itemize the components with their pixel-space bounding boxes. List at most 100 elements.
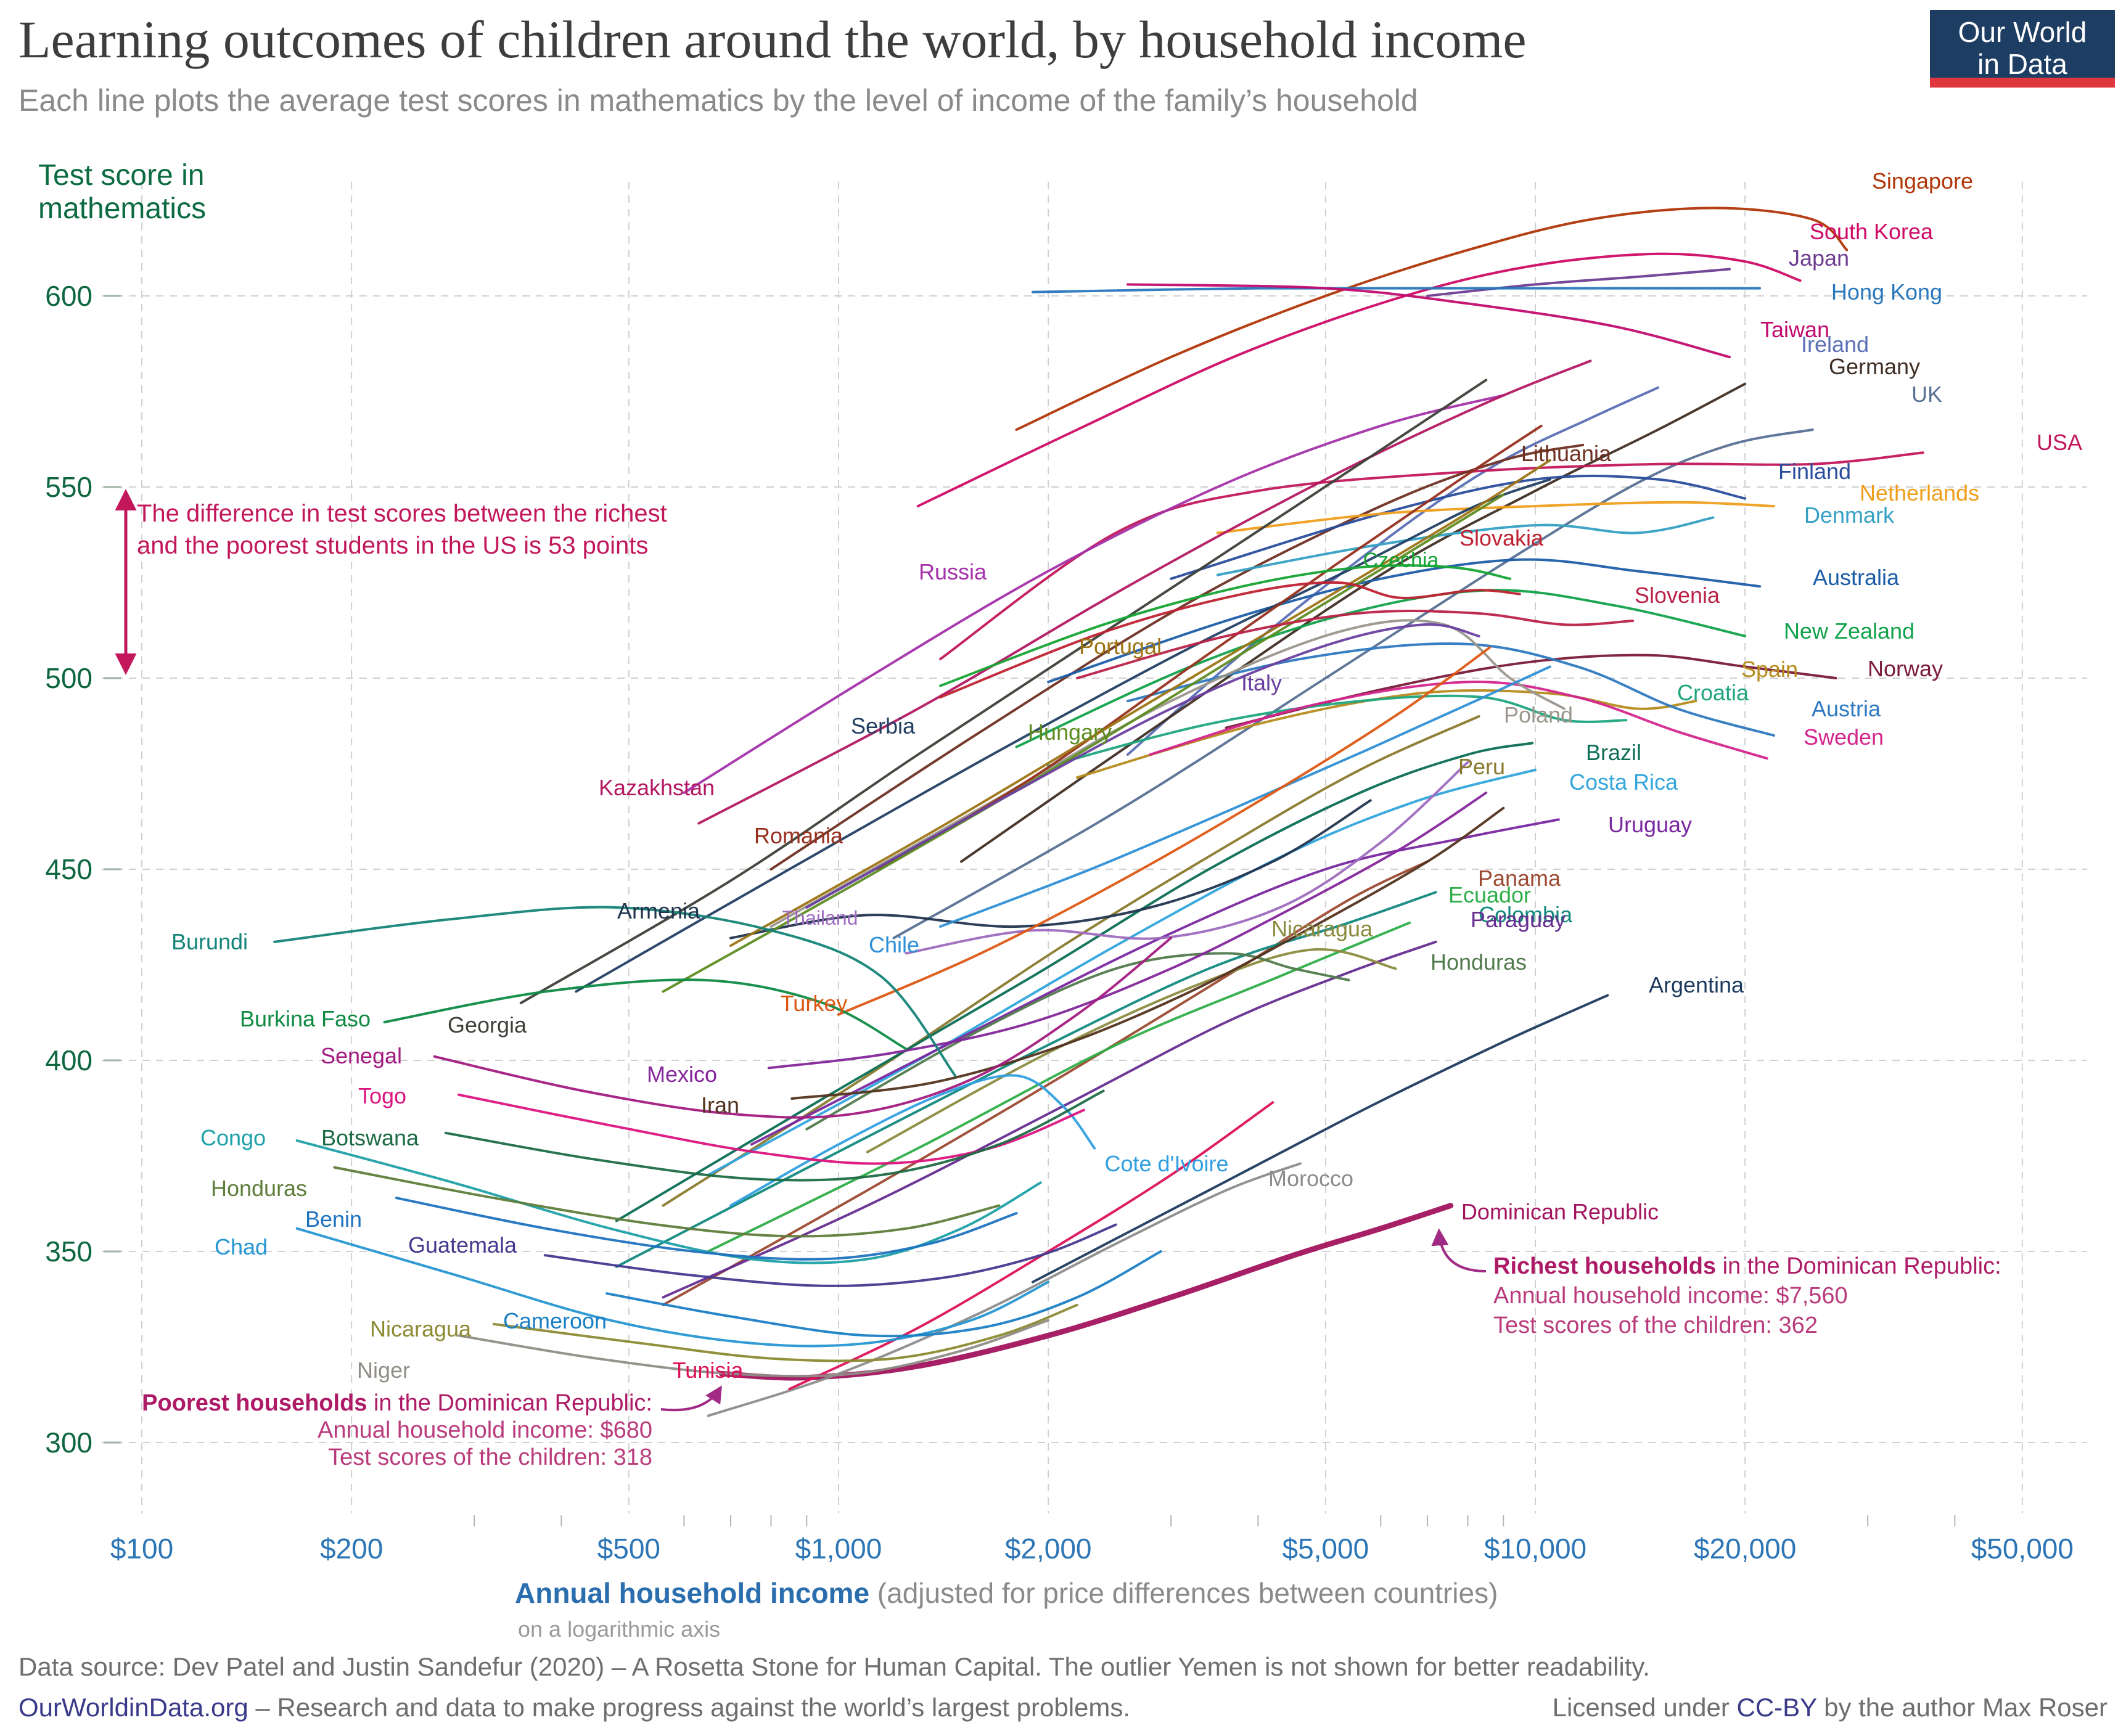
country-label-dominican-republic: Dominican Republic <box>1461 1199 1659 1224</box>
country-line-hong-kong <box>1031 287 1762 293</box>
country-line-denmark <box>1216 516 1715 576</box>
country-line-georgia <box>519 379 1488 1004</box>
country-label-mexico: Mexico <box>647 1062 717 1087</box>
footer-source: Data source: Dev Patel and Justin Sandef… <box>18 1652 1650 1681</box>
license-prefix: Licensed under <box>1552 1693 1737 1722</box>
country-label-honduras-2: Honduras <box>1430 949 1527 975</box>
country-label-burundi: Burundi <box>171 929 248 954</box>
country-line-costa-rica <box>707 768 1537 1176</box>
country-line-serbia <box>575 478 1551 993</box>
country-label-burkina-faso: Burkina Faso <box>240 1006 371 1031</box>
country-line-uk <box>892 428 1814 940</box>
country-label-portugal: Portugal <box>1079 634 1162 659</box>
country-label-slovakia: Slovakia <box>1459 525 1544 551</box>
y-axis-title-line2: mathematics <box>38 192 206 225</box>
country-line-nicaragua-2 <box>866 948 1397 1153</box>
country-line-argentina <box>1031 994 1609 1284</box>
country-label-uk: UK <box>1911 382 1942 407</box>
country-label-taiwan: Taiwan <box>1760 317 1829 342</box>
country-line-turkey <box>837 646 1491 1016</box>
x-tick-label-100: $100 <box>110 1533 173 1565</box>
country-line-usa <box>939 451 1924 660</box>
us-gap-text-line1: The difference in test scores between th… <box>137 500 667 527</box>
country-line-benin <box>395 1197 1018 1261</box>
country-line-tunisia <box>788 1101 1274 1391</box>
page-title: Learning outcomes of children around the… <box>18 10 1527 69</box>
country-line-iran <box>790 806 1505 1100</box>
country-label-nicaragua-2: Nicaragua <box>1271 916 1373 941</box>
country-line-slovenia <box>1075 610 1635 679</box>
country-label-georgia: Georgia <box>448 1012 527 1038</box>
y-tick-label-600: 600 <box>45 280 92 312</box>
country-line-armenia <box>729 799 1372 940</box>
x-tick-label-500: $500 <box>597 1533 660 1565</box>
country-label-chile: Chile <box>869 932 919 957</box>
country-line-poland <box>770 619 1566 928</box>
country-line-chad <box>295 1227 1050 1348</box>
logo-red-bar <box>1930 78 2115 88</box>
country-label-australia: Australia <box>1813 565 1900 590</box>
poorest-text-line2: Test scores of the children: 318 <box>328 1444 652 1470</box>
poorest-text-line1: Annual household income: $680 <box>318 1417 652 1443</box>
country-line-russia <box>683 394 1505 794</box>
y-axis-title-line1: Test score in <box>38 159 204 192</box>
x-tick-label-10000: $10,000 <box>1484 1533 1586 1565</box>
country-line-cameroon <box>605 1250 1162 1338</box>
x-tick-label-2000: $2,000 <box>1005 1533 1092 1565</box>
axes: 300 350 400 450 500 550 600 $100 $200 $500 $1,000 $… <box>45 280 2074 1642</box>
country-line-slovakia <box>939 581 1521 698</box>
ccby-link[interactable]: CC-BY <box>1736 1693 1817 1722</box>
country-label-panama: Panama <box>1478 866 1561 891</box>
poorest-headline-bold: Poorest households <box>142 1390 367 1416</box>
country-label-south-korea: South Korea <box>1810 219 1934 244</box>
country-label-lithuania: Lithuania <box>1521 441 1612 466</box>
country-label-tunisia: Tunisia <box>673 1357 744 1383</box>
richest-text-line1: Annual household income: $7,560 <box>1493 1283 1848 1309</box>
country-label-croatia: Croatia <box>1677 680 1749 705</box>
y-tick-label-400: 400 <box>45 1044 92 1076</box>
country-line-ecuador <box>707 921 1411 1253</box>
footer-credit: OurWorldinData.org – Research and data t… <box>18 1693 2108 1722</box>
x-tick-label-50000: $50,000 <box>1971 1533 2074 1565</box>
owid-link[interactable]: OurWorldinData.org <box>18 1693 248 1722</box>
y-tick-label-350: 350 <box>45 1235 92 1267</box>
footer-credit-text: – Research and data to make progress aga… <box>248 1693 1131 1722</box>
country-label-thailand: Thailand <box>782 907 858 929</box>
x-axis-title-rest: (adjusted for price differences between … <box>869 1577 1498 1609</box>
x-axis-title-bold: Annual household income <box>515 1577 869 1609</box>
country-label-denmark: Denmark <box>1804 502 1895 528</box>
country-label-colombia: Colombia <box>1479 902 1573 927</box>
country-label-argentina: Argentina <box>1649 972 1744 997</box>
country-label-ireland: Ireland <box>1801 332 1869 357</box>
country-label-new-zealand: New Zealand <box>1784 618 1915 644</box>
country-label-japan: Japan <box>1789 245 1849 271</box>
country-line-morocco <box>707 1162 1302 1417</box>
country-label-serbia: Serbia <box>851 713 916 739</box>
country-line-japan <box>1426 268 1731 297</box>
richest-headline-rest: in the Dominican Republic: <box>1716 1253 2001 1279</box>
country-label-costa-rica: Costa Rica <box>1569 769 1678 795</box>
country-label-nicaragua-1: Nicaragua <box>370 1316 472 1341</box>
x-axis-title: Annual household income (adjusted for pr… <box>515 1577 1498 1609</box>
country-line-burkina-faso <box>383 978 908 1050</box>
country-label-iran: Iran <box>701 1092 739 1118</box>
country-line-taiwan <box>1126 283 1731 359</box>
country-label-spain: Spain <box>1741 657 1798 682</box>
country-line-nicaragua-1 <box>492 1303 1078 1362</box>
us-gap-text-line2: and the poorest students in the US is 53… <box>137 532 648 559</box>
country-label-chad: Chad <box>215 1234 268 1259</box>
country-label-norway: Norway <box>1868 656 1943 681</box>
country-line-kazakhstan <box>697 359 1592 825</box>
gridlines <box>102 182 2087 1513</box>
country-label-hong-kong: Hong Kong <box>1831 279 1942 305</box>
country-label-paraguay: Paraguay <box>1471 907 1566 932</box>
y-tick-label-500: 500 <box>45 662 92 694</box>
country-line-australia <box>1047 558 1762 684</box>
country-label-honduras-1: Honduras <box>211 1176 307 1201</box>
country-label-sweden: Sweden <box>1804 724 1884 750</box>
annotations: The difference in test scores between th… <box>115 489 2001 1470</box>
poorest-arrow <box>660 1385 722 1412</box>
